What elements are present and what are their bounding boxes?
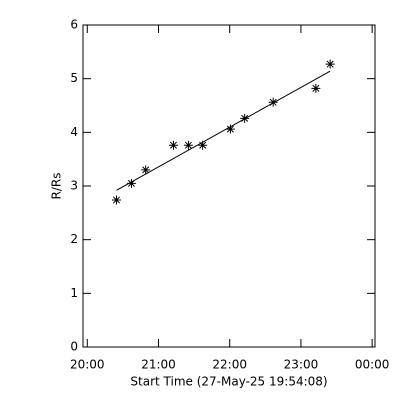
x-tick-label: 20:00 (70, 358, 105, 372)
y-tick-label: 3 (70, 179, 78, 193)
x-tick-label: 00:00 (355, 358, 390, 372)
y-tick-label: 4 (70, 125, 78, 139)
data-point (126, 178, 136, 188)
x-tick-label: 21:00 (141, 358, 176, 372)
y-tick-label: 1 (70, 286, 78, 300)
data-point (168, 140, 178, 150)
x-tick-label: 22:00 (212, 358, 247, 372)
data-point (225, 124, 235, 134)
y-tick-label: 5 (70, 71, 78, 85)
data-point (111, 195, 121, 205)
x-axis-label: Start Time (27-May-25 19:54:08) (130, 375, 327, 389)
y-tick-label: 2 (70, 232, 78, 246)
data-point (268, 97, 278, 107)
data-point (325, 59, 335, 69)
data-point (240, 113, 250, 123)
y-tick-label: 6 (70, 18, 78, 32)
fit-line (116, 70, 331, 191)
data-point (141, 165, 151, 175)
data-point (198, 140, 208, 150)
data-point (311, 83, 321, 93)
y-tick-label: 0 (70, 340, 78, 354)
y-axis-label: R/Rs (50, 173, 64, 200)
x-tick-label: 23:00 (284, 358, 319, 372)
data-point (183, 140, 193, 150)
